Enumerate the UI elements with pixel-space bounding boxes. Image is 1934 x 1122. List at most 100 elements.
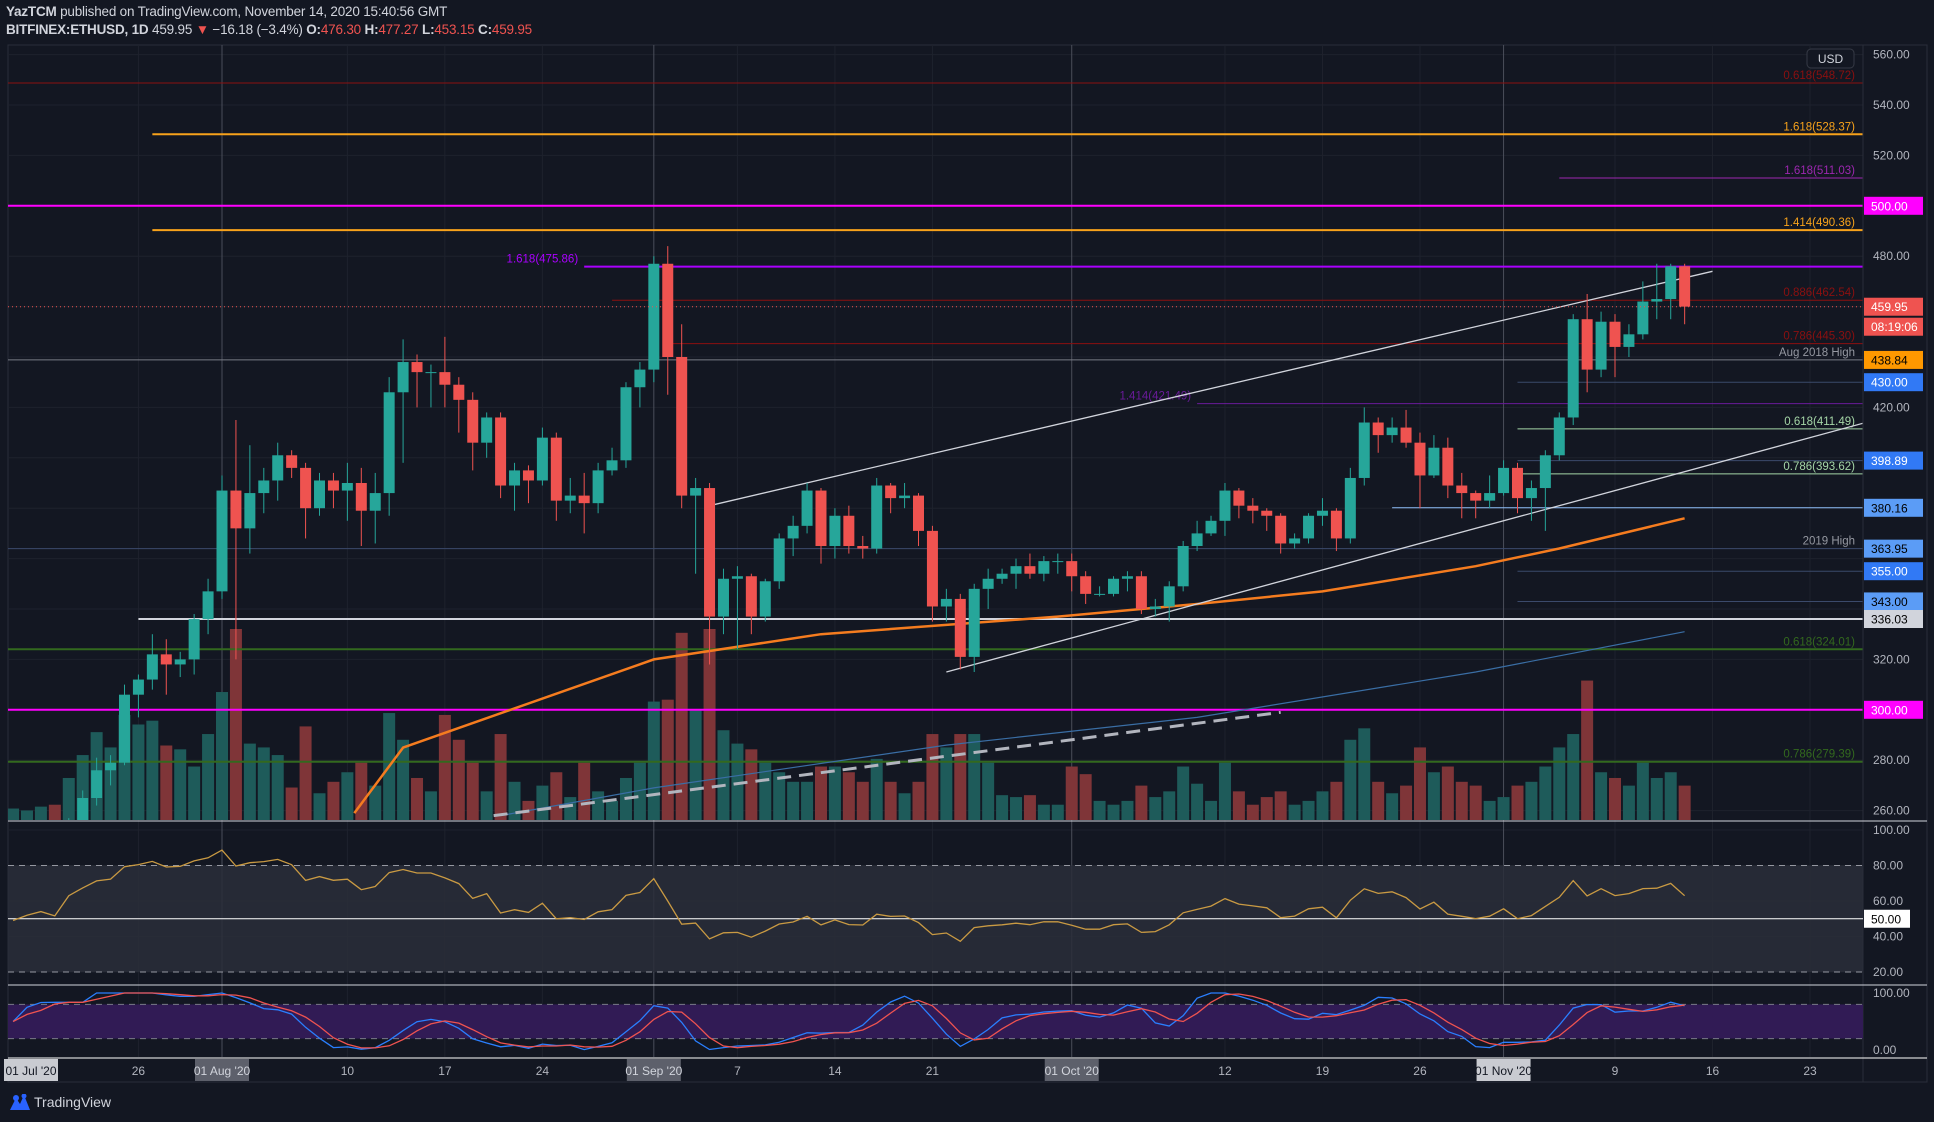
volume-bar [773,772,786,820]
volume-bar [397,739,410,820]
candle [132,674,144,718]
symbol-name[interactable]: BITFINEX:ETHUSD, 1D [6,22,149,37]
volume-bar [1302,800,1315,820]
candle [885,483,897,514]
candle-body [467,399,479,443]
volume-bar [787,781,800,820]
candle [77,790,89,820]
tradingview-brand: TradingView [34,1094,112,1110]
volume-bar [1622,785,1635,820]
candle [453,377,465,433]
price-badge: 430.00 [1871,376,1908,390]
volume-bar [494,734,507,820]
candle-body [690,488,702,496]
rsi-line [12,849,1686,943]
candle [411,354,423,408]
candle [745,573,757,635]
candle-body [815,490,827,546]
volume-bar [1316,791,1329,820]
candle [648,256,660,383]
candle [1080,571,1092,604]
level-label: 0.786(279.39) [1783,749,1855,761]
level-label: 1.414(490.36) [1783,217,1855,229]
candle-body [132,679,144,695]
time-tick-label: 10 [341,1064,355,1078]
rsi-tick-label: 80.00 [1873,859,1903,873]
level-label: 1.618(528.37) [1783,121,1855,133]
tradingview-logo[interactable]: TradingView [10,1094,111,1110]
candle [940,588,952,622]
volume-bar [20,810,33,820]
volume-bar [202,734,215,820]
candle-body [1609,321,1621,347]
candle-body [202,591,214,620]
price-tick-label: 260.00 [1873,804,1910,818]
price-tick-label: 540.00 [1873,98,1910,112]
volume-bar [870,758,883,820]
trendline-lower-channel[interactable] [946,422,1865,673]
price-badge-bg [1864,350,1923,369]
volume-bar [1288,804,1301,820]
candle-body [745,576,757,617]
candle [481,412,493,458]
volume-bar [271,755,284,820]
candle [899,483,911,509]
candle [369,472,381,544]
symbol-legend: BITFINEX:ETHUSD, 1D 459.95 ▼ −16.18 (−3.… [6,22,532,37]
candle-body [1163,586,1175,607]
candle-body [704,488,716,617]
candle [1442,437,1454,499]
volume-bar [898,793,911,820]
candle-body [648,263,660,370]
price-badge: 300.00 [1871,703,1908,717]
candle-body [843,515,855,546]
candle-body [1442,447,1454,486]
volume-bar [1344,739,1357,820]
candle-body [1456,485,1468,494]
level-label: 0.618(411.49) [1784,416,1855,428]
volume-bar [1497,797,1510,820]
time-axis[interactable]: 26 10 17 24 7 14 21 12 19 26 9 16 23 01 Jul '20 01 Aug… [4,1059,1817,1081]
candle [509,462,521,511]
publish-text: published on TradingView.com, November 1… [60,4,448,19]
bar-countdown-badge-bg [1864,317,1923,336]
volume-bar [1121,800,1134,820]
candle-body [314,480,326,509]
price-axis[interactable]: 560.00 540.00 520.00 480.00 420.00 320.00 280.… [1862,45,1923,1082]
volume-bar [1232,791,1245,820]
price-pane: 0.618(548.72) 1.618(528.37) 1.618(511.03) 1… [8,70,1865,820]
trendline-dashed-support[interactable] [493,710,1281,818]
volume-bar [118,714,131,820]
volume-bar [313,793,326,820]
candle [968,583,980,672]
last-price-badge: 459.95 [1871,300,1908,314]
candle [1289,533,1301,549]
currency-button[interactable] [1806,48,1855,69]
level-label: 0.786(445.30) [1783,331,1855,343]
candle [300,462,312,539]
candle [230,420,242,660]
candle-body [773,538,785,582]
candle-body [1484,493,1496,501]
volume-bar [480,791,493,820]
candle-body [1094,593,1106,595]
open-label: O: [306,22,321,37]
volume-bar [1595,772,1608,820]
candle [717,568,729,635]
volume-bar [703,629,716,820]
price-badge-bg [1864,592,1923,611]
volume-bar [243,743,256,820]
candle-body [453,384,465,400]
candle-body [1623,334,1635,347]
trendline-upper-channel[interactable] [709,270,1713,507]
volume-bar [188,766,201,820]
author-name[interactable]: YazTCM [6,4,57,19]
candle-body [1372,422,1384,436]
candle-body [1651,299,1663,302]
volume-series [8,629,1691,820]
candle-body [272,455,284,481]
volume-bar [996,795,1009,820]
candle-body [174,659,186,665]
price-badge-bg [1864,700,1923,719]
